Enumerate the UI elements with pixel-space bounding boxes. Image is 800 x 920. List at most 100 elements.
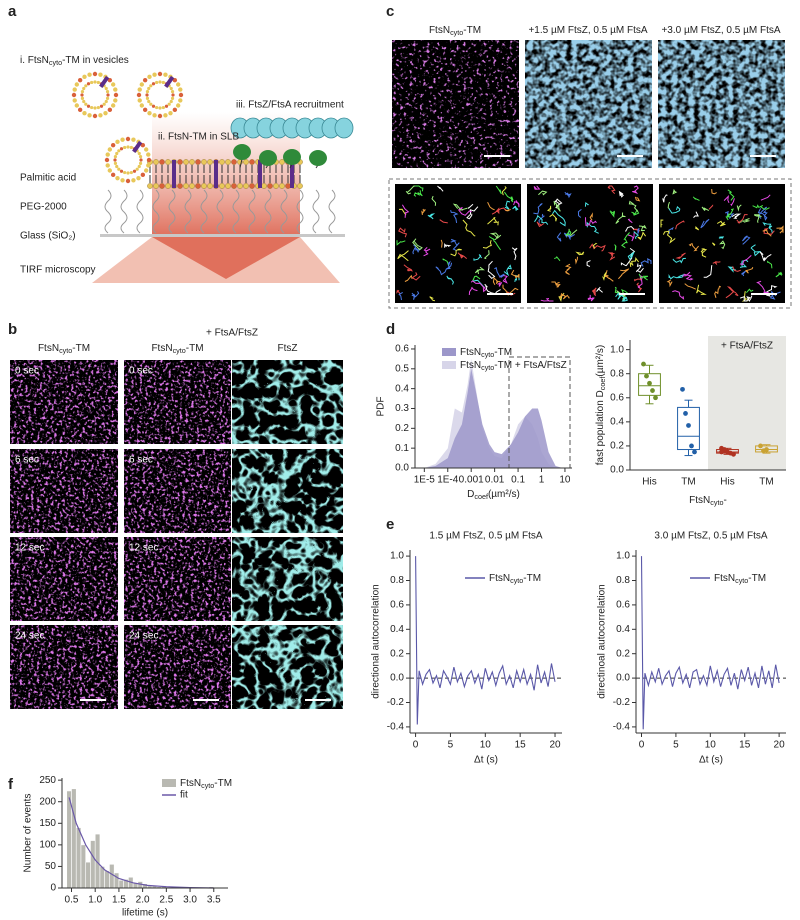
panel-label: b xyxy=(8,321,17,338)
vesicle-lipid xyxy=(175,82,181,87)
annotation: + FtsA/FtsZ xyxy=(721,341,773,352)
track xyxy=(703,265,713,278)
vesicle-lipid xyxy=(146,152,151,157)
y-tick-label: 0 xyxy=(50,883,56,894)
x-axis-label-part: cyto xyxy=(710,498,723,507)
vesicle-lipid xyxy=(142,77,148,83)
vesicle-lipid xyxy=(137,87,142,92)
lipid-head xyxy=(183,183,189,189)
track xyxy=(495,185,502,195)
legend-label-part: -TM xyxy=(214,778,232,789)
track xyxy=(421,208,426,215)
track xyxy=(696,284,707,295)
track xyxy=(592,287,597,297)
micrograph-signal xyxy=(232,449,343,533)
y-tick-label: 0.4 xyxy=(395,383,409,394)
track xyxy=(602,272,607,281)
legend-swatch xyxy=(442,348,456,356)
panel-label: d xyxy=(386,321,395,338)
vesicle-lipid xyxy=(87,113,92,118)
lipid-head xyxy=(237,183,243,189)
micrograph-signal xyxy=(10,449,118,533)
track xyxy=(637,228,640,234)
micrograph-signal xyxy=(124,360,231,444)
ftsa xyxy=(309,150,327,166)
column-header-part: FtsZ xyxy=(278,343,298,354)
vesicle-lipid xyxy=(149,102,153,106)
track xyxy=(730,198,735,207)
peg-chain xyxy=(216,189,224,234)
x-tick-label: 0.5 xyxy=(65,895,79,906)
column-header-part: +1.5 µM FtsZ, 0.5 µM FtsA xyxy=(528,25,647,36)
ftsn-tm xyxy=(290,160,294,188)
track xyxy=(668,206,681,214)
track xyxy=(760,194,771,201)
track xyxy=(736,214,748,224)
x-tick-label: 10 xyxy=(480,740,492,751)
point xyxy=(650,388,655,393)
vesicle-lipid xyxy=(84,102,88,106)
track xyxy=(488,236,502,251)
vesicle-lipid xyxy=(90,105,94,110)
y-tick-label: 0.2 xyxy=(395,423,409,434)
legend-label-part: cyto xyxy=(481,363,494,372)
vesicle-lipid xyxy=(135,167,139,171)
track xyxy=(672,290,685,300)
legend-label: FtsNcyto-TM xyxy=(489,573,541,585)
track xyxy=(487,260,496,280)
vesicle-lipid xyxy=(146,157,152,163)
track xyxy=(714,285,722,298)
track xyxy=(620,247,636,267)
y-tick-label: 0.5 xyxy=(395,363,409,374)
column-header-part: +3.0 µM FtsZ, 0.5 µM FtsA xyxy=(661,25,780,36)
peg-chain xyxy=(264,189,272,234)
track-image xyxy=(527,184,653,303)
track xyxy=(446,275,454,285)
track xyxy=(712,260,721,266)
track xyxy=(575,251,585,256)
track xyxy=(692,196,700,201)
linker xyxy=(239,158,243,169)
legend-label-part: FtsN xyxy=(180,778,201,789)
track xyxy=(457,252,468,259)
time-label: 12 sec xyxy=(15,543,44,554)
vesicle-lipid xyxy=(115,151,119,156)
track xyxy=(718,236,725,239)
y-tick-label: 250 xyxy=(39,775,56,786)
y-axis-label-part: coef xyxy=(598,377,607,391)
legend-label-part: -TM xyxy=(748,573,766,584)
track xyxy=(512,205,519,211)
chart-title: 3.0 µM FtsZ, 0.5 µM FtsA xyxy=(654,531,768,542)
vesicle-lipid xyxy=(143,147,149,152)
vesicle-lipid xyxy=(72,87,77,92)
track xyxy=(700,218,710,229)
legend-label-part: -TM xyxy=(494,347,512,358)
track xyxy=(633,231,640,239)
tirf-beam-core xyxy=(152,237,300,279)
vesicle-lipid xyxy=(164,104,169,108)
micrograph-signal xyxy=(124,625,231,709)
track xyxy=(440,239,443,248)
vesicle-lipid xyxy=(145,93,149,97)
vesicle-lipid xyxy=(102,102,106,106)
lipid-head xyxy=(183,159,189,165)
x-tick-label: 1 xyxy=(539,475,545,486)
box xyxy=(755,445,778,453)
vesicle-lipid xyxy=(155,80,159,85)
vesicle-lipid xyxy=(98,113,103,118)
track xyxy=(762,222,773,233)
vesicle-lipid xyxy=(139,158,143,162)
vesicle-lipid xyxy=(125,136,131,142)
vesicle-lipid xyxy=(146,163,151,168)
x-tick-label: 1E-5 xyxy=(414,475,436,486)
track xyxy=(401,204,410,218)
vesicle-lipid xyxy=(171,93,175,97)
lipid-head xyxy=(225,159,231,165)
x-tick-label: 5 xyxy=(448,740,454,751)
track xyxy=(615,212,626,224)
y-axis-label-part: fast population D xyxy=(595,390,606,465)
x-tick-label: TM xyxy=(681,477,695,488)
vesicle-lipid xyxy=(82,86,86,91)
y-axis-label: directinoal autocorrelation xyxy=(597,584,608,699)
track xyxy=(404,274,413,282)
